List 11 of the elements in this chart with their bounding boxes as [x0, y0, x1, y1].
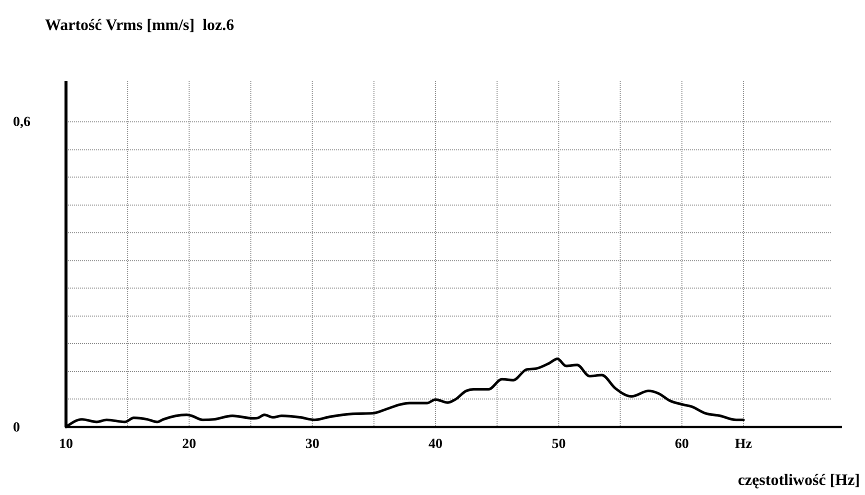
y-tick-label: 0: [13, 420, 20, 436]
x-tick-label: 30: [305, 436, 320, 452]
x-tick-label: 60: [674, 436, 689, 452]
x-tick-label: 20: [182, 436, 196, 452]
x-axis-title: częstotliwość [Hz]: [738, 472, 860, 489]
x-tick-label: Hz: [734, 436, 752, 452]
x-tick-label: 50: [552, 436, 566, 452]
chart-title: Wartość Vrms [mm/s] loz.6: [45, 17, 234, 34]
x-tick-label: 10: [59, 436, 73, 452]
x-tick-label: 40: [428, 436, 443, 452]
y-tick-label: 0,6: [13, 115, 30, 130]
